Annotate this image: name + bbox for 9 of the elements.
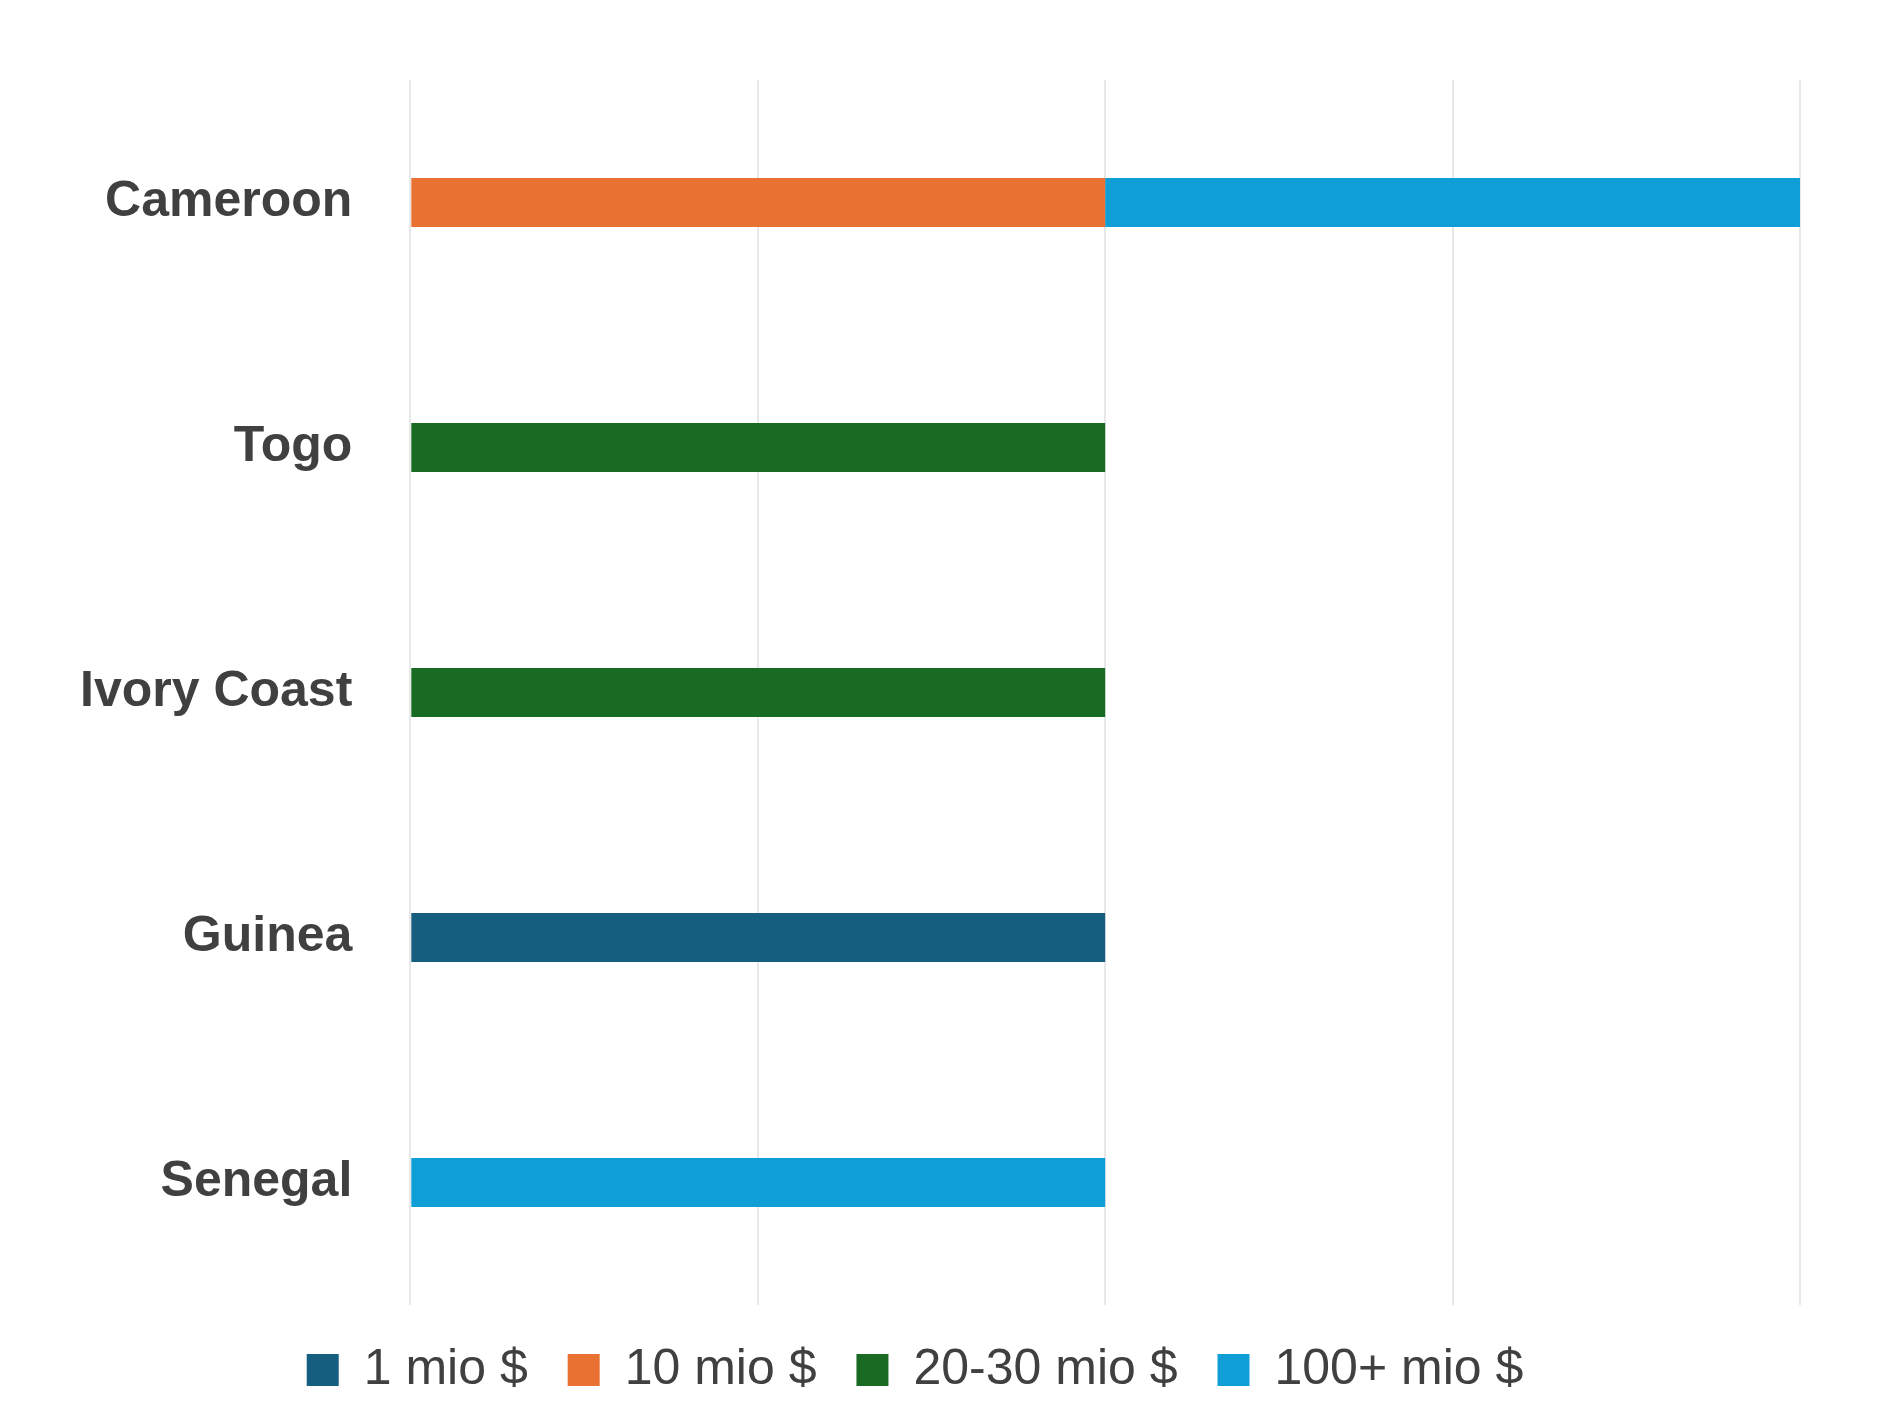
legend-label: 100+ mio $ xyxy=(1274,1338,1524,1395)
legend-label: 1 mio $ xyxy=(363,1338,528,1395)
y-tick-label: Senegal xyxy=(160,1151,353,1208)
y-tick-label: Cameroon xyxy=(105,171,353,228)
y-tick-label: Guinea xyxy=(182,906,354,963)
legend-label: 20-30 mio $ xyxy=(913,1338,1178,1395)
legend-label: 10 mio $ xyxy=(624,1338,817,1395)
y-tick-label: Ivory Coast xyxy=(79,661,353,718)
y-tick-label: Togo xyxy=(233,416,353,473)
